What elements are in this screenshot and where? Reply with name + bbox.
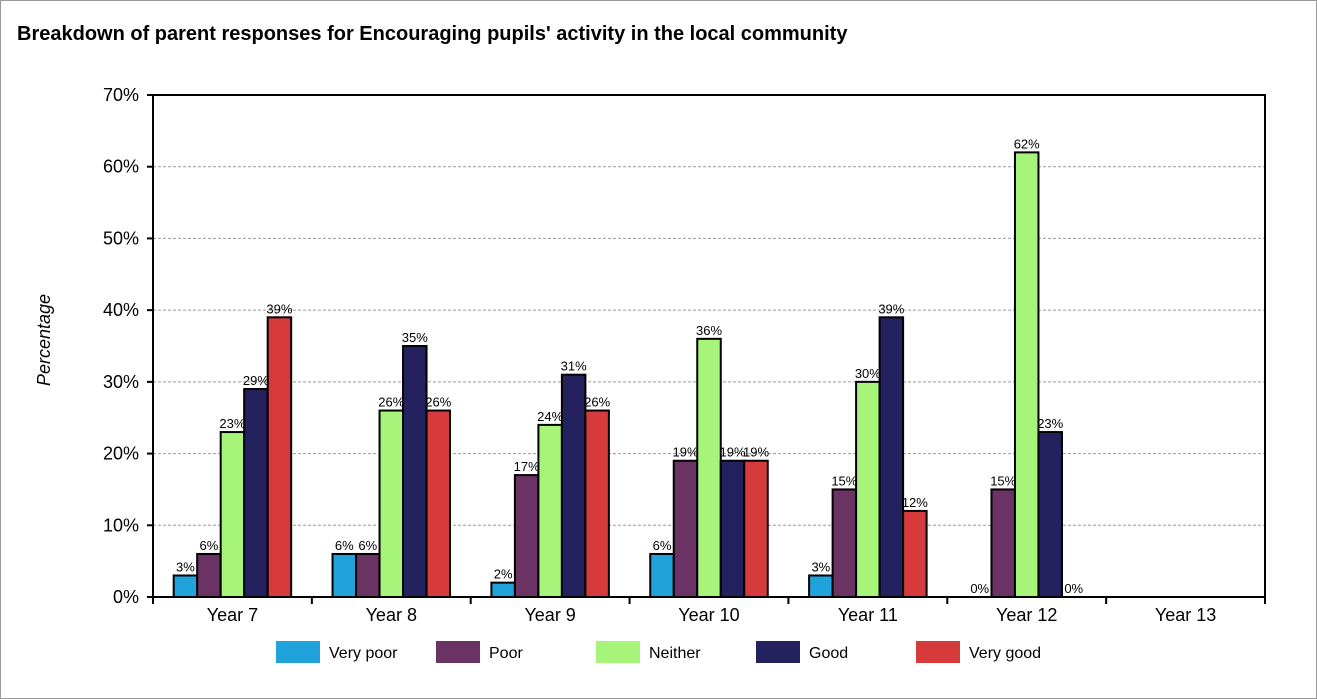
data-label: 19% [743,445,769,460]
bar [425,409,452,598]
data-label: 12% [902,495,928,510]
data-label: 19% [672,445,698,460]
bar [902,509,928,599]
bar [560,373,587,598]
legend-label: Good [809,645,848,662]
bar [696,337,722,598]
bar [672,459,699,598]
data-label: 2% [494,567,513,582]
data-label: 29% [243,373,269,388]
legend-label: Very good [969,645,1041,662]
x-tick-label: Year 11 [838,605,898,625]
x-tick-label: Year 7 [207,605,258,625]
bar [331,552,358,599]
bar [513,474,540,599]
bar [649,552,675,599]
data-label: 6% [653,538,672,553]
legend-swatch [276,641,320,663]
y-tick-label: 10% [103,515,139,535]
data-label: 24% [537,409,563,424]
bar [266,316,293,598]
bar [719,459,746,598]
y-tick-label: 40% [103,300,139,320]
data-label: 39% [266,301,292,316]
x-tick-label: Year 9 [524,605,575,625]
legend-swatch [596,641,640,663]
data-label: 30% [855,366,881,381]
bar [878,316,905,598]
data-label: 62% [1014,136,1040,151]
data-label: 26% [584,395,610,410]
legend-label: Neither [649,645,701,662]
y-tick-label: 60% [103,157,139,177]
bar [831,488,858,598]
data-label: 23% [1037,416,1063,431]
data-label: 6% [335,538,354,553]
x-tick-label: Year 13 [1155,605,1216,625]
bar [196,552,222,599]
data-label: 31% [561,359,587,374]
legend-label: Very poor [329,645,398,662]
y-tick-label: 70% [103,85,139,105]
data-label: 39% [878,301,904,316]
bar [402,345,428,598]
data-label: 36% [696,323,722,338]
bar [378,409,405,598]
bar [808,574,834,599]
data-label: 26% [378,395,404,410]
data-label: 0% [1064,581,1083,596]
bar [355,552,381,599]
bar [990,488,1016,598]
y-tick-label: 20% [103,444,139,464]
legend-swatch [916,641,960,663]
y-tick-label: 30% [103,372,139,392]
bar [855,380,881,598]
x-tick-label: Year 10 [678,605,739,625]
chart-title: Breakdown of parent responses for Encour… [17,23,848,45]
legend-label: Poor [489,645,523,662]
data-label: 15% [990,473,1016,488]
x-tick-label: Year 8 [366,605,417,625]
data-label: 3% [176,559,195,574]
legend-swatch [436,641,480,663]
bar [743,459,769,598]
legend-swatch [756,641,800,663]
x-tick-label: Year 12 [996,605,1057,625]
data-label: 6% [200,538,219,553]
y-axis-label: Percentage [34,294,54,386]
bar [1013,151,1040,598]
bar [584,409,610,598]
data-label: 19% [719,445,745,460]
data-label: 23% [219,416,245,431]
data-label: 3% [811,559,830,574]
bar [490,581,516,599]
data-label: 15% [831,473,857,488]
data-label: 17% [514,459,540,474]
bar [219,431,246,598]
data-label: 6% [358,538,377,553]
bar [172,574,199,599]
data-label: 26% [425,395,451,410]
y-tick-label: 0% [113,587,139,607]
bar [537,423,563,598]
bar [243,388,269,598]
bar [1037,431,1063,598]
y-tick-label: 50% [103,228,139,248]
data-label: 0% [970,581,989,596]
data-label: 35% [402,330,428,345]
